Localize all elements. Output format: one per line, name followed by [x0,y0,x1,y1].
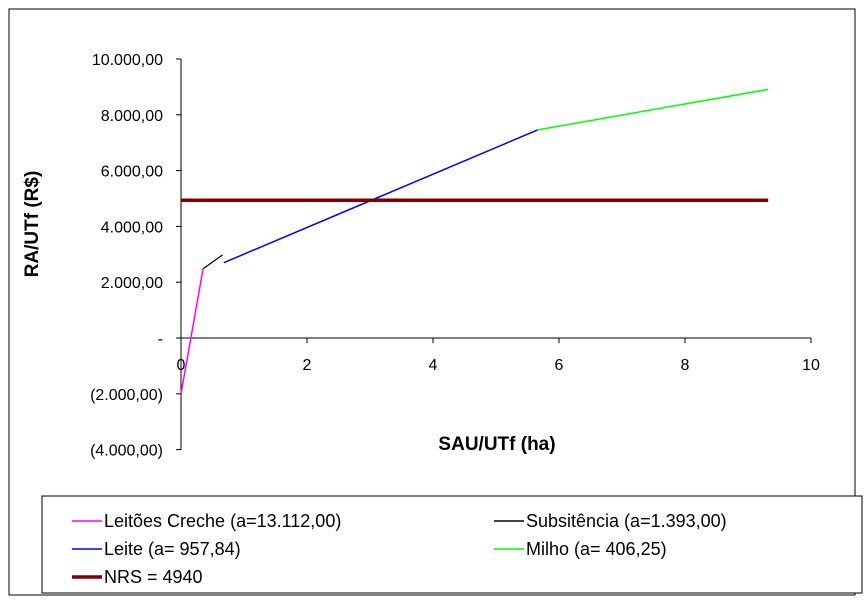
legend-label-1: Subsitência (a=1.393,00) [526,511,727,531]
x-tick-label: 2 [303,357,312,374]
x-tick-label: 4 [429,357,438,374]
x-tick-label: 6 [555,357,564,374]
legend: Leitões Creche (a=13.112,00) Subsitência … [41,495,863,594]
y-tick-label: 8.000,00 [101,108,163,125]
legend-box [41,495,863,594]
legend-label-3: Milho (a= 406,25) [526,539,667,559]
x-tick-label: 8 [681,357,690,374]
legend-label-2: Leite (a= 957,84) [104,539,241,559]
x-tick-label: 10 [802,357,820,374]
legend-label-0: Leitões Creche (a=13.112,00) [104,511,341,531]
x-tick-label: 0 [177,357,186,374]
series-line-0 [180,268,204,394]
y-tick-label: 10.000,00 [92,52,163,69]
series-line-3 [537,88,769,131]
y-tick-label: - [158,331,163,348]
y-tick-label: 2.000,00 [101,275,163,292]
y-tick-label: (2.000,00) [90,387,163,404]
series-line-2 [223,129,538,264]
series-line-1 [202,254,223,270]
x-axis-title: SAU/UTf (ha) [438,434,555,455]
y-tick-label: 6.000,00 [101,164,163,181]
legend-label-4: NRS = 4940 [104,567,203,587]
y-tick-label: 4.000,00 [101,219,163,236]
y-tick-label: (4.000,00) [90,443,163,460]
y-axis-title: RA/UTf (R$) [22,171,43,278]
